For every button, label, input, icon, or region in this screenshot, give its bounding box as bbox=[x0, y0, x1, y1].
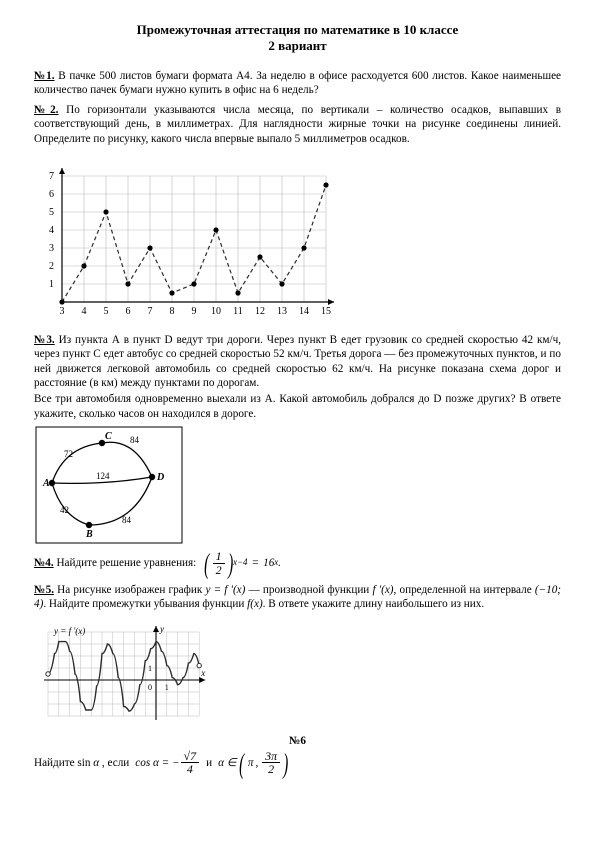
svg-text:0: 0 bbox=[148, 683, 152, 692]
svg-text:84: 84 bbox=[130, 435, 140, 445]
page-title-2: 2 вариант bbox=[34, 38, 561, 54]
problem-3-text-b: Все три автомобиля одновременно выехали … bbox=[34, 393, 561, 419]
svg-text:y: y bbox=[159, 624, 164, 634]
problem-1-num: №1. bbox=[34, 70, 55, 82]
svg-text:1: 1 bbox=[148, 664, 152, 673]
problem-2-num: №2. bbox=[34, 104, 58, 116]
svg-text:6: 6 bbox=[49, 189, 54, 200]
problem-4: №4. Найдите решение уравнения: ( 1 2 ) x… bbox=[34, 549, 561, 577]
problem-6: Найдите sin α , если cos α = − √7 4 и α … bbox=[34, 749, 561, 777]
svg-text:C: C bbox=[105, 431, 112, 442]
svg-text:4: 4 bbox=[82, 306, 87, 317]
problem-1: №1. В пачке 500 листов бумаги формата А4… bbox=[34, 69, 561, 98]
svg-text:9: 9 bbox=[192, 306, 197, 317]
problem-1-text: В пачке 500 листов бумаги формата А4. За… bbox=[34, 70, 561, 96]
derivative-chart: 1 1 0 y = f '(x) x y bbox=[34, 618, 561, 733]
svg-text:1: 1 bbox=[165, 683, 169, 692]
problem-5: №5. На рисунке изображен график y = f '(… bbox=[34, 583, 561, 612]
svg-text:5: 5 bbox=[104, 306, 109, 317]
problem-3-num: №3. bbox=[34, 334, 55, 346]
problem-2: №2. По горизонтали указываются числа мес… bbox=[34, 103, 561, 146]
svg-text:7: 7 bbox=[148, 306, 153, 317]
svg-text:124: 124 bbox=[96, 471, 110, 481]
problem-2-text: По горизонтали указываются числа месяца,… bbox=[34, 104, 561, 145]
svg-text:13: 13 bbox=[277, 306, 287, 317]
problem-6-cos: cos α = − √7 4 bbox=[135, 750, 200, 776]
svg-text:4: 4 bbox=[49, 225, 54, 236]
svg-text:D: D bbox=[156, 472, 164, 483]
svg-text:7: 7 bbox=[49, 171, 54, 182]
svg-text:A: A bbox=[42, 478, 50, 489]
problem-3-text-a: Из пункта А в пункт D ведут три дороги. … bbox=[34, 334, 561, 389]
svg-text:6: 6 bbox=[126, 306, 131, 317]
svg-text:3: 3 bbox=[60, 306, 65, 317]
problem-5-num: №5. bbox=[34, 584, 54, 596]
roads-diagram: A B C D 72 84 124 42 84 bbox=[34, 425, 561, 545]
svg-text:42: 42 bbox=[60, 505, 69, 515]
problem-6-num: №6 bbox=[34, 735, 561, 747]
svg-text:2: 2 bbox=[49, 261, 54, 272]
svg-text:84: 84 bbox=[122, 515, 132, 525]
svg-text:5: 5 bbox=[49, 207, 54, 218]
page-title-1: Промежуточная аттестация по математике в… bbox=[34, 22, 561, 38]
problem-4-equation: ( 1 2 ) x−4 = 16 x . bbox=[202, 549, 281, 577]
problem-4-pre: Найдите решение уравнения: bbox=[56, 557, 196, 569]
svg-text:8: 8 bbox=[170, 306, 175, 317]
problem-3-b: Все три автомобиля одновременно выехали … bbox=[34, 392, 561, 421]
svg-text:3: 3 bbox=[49, 243, 54, 254]
problem-4-num: №4. bbox=[34, 557, 54, 569]
problem-3: №3. Из пункта А в пункт D ведут три доро… bbox=[34, 333, 561, 390]
svg-text:11: 11 bbox=[233, 306, 243, 317]
svg-text:12: 12 bbox=[255, 306, 265, 317]
problem-6-interval: α ∈ ( π , 3π 2 ) bbox=[218, 749, 290, 777]
rainfall-chart: 34567891011121314151234567 bbox=[34, 152, 561, 327]
svg-text:x: x bbox=[200, 668, 205, 678]
svg-text:10: 10 bbox=[211, 306, 221, 317]
svg-text:15: 15 bbox=[321, 306, 331, 317]
svg-text:72: 72 bbox=[64, 449, 73, 459]
svg-text:1: 1 bbox=[49, 279, 54, 290]
svg-text:14: 14 bbox=[299, 306, 309, 317]
svg-text:B: B bbox=[85, 529, 93, 540]
svg-text:y = f '(x): y = f '(x) bbox=[53, 626, 85, 636]
